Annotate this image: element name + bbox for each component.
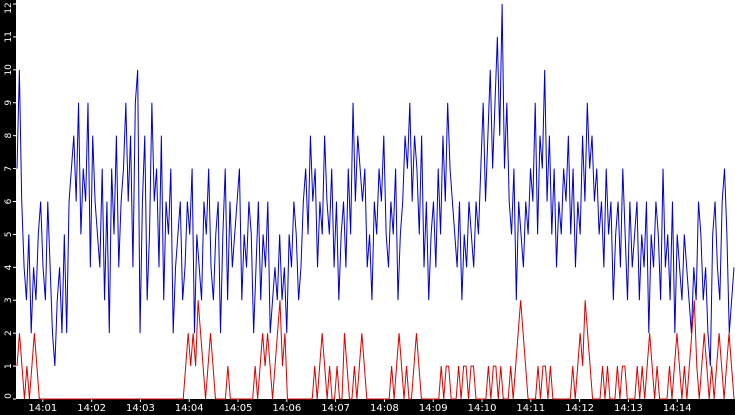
x-tick-label: 14:04 <box>175 403 204 414</box>
x-tick-label: 14:10 <box>468 403 497 414</box>
y-tick-label: 9 <box>4 100 14 106</box>
x-tick-label: 14:01 <box>28 403 57 414</box>
x-tick-label: 14:02 <box>77 403 106 414</box>
series-line-blue <box>16 3 735 367</box>
series-layer <box>16 3 735 400</box>
x-axis-ticks: 14:01 14:02 14:03 14:04 14:05 14:06 14:07 14:08… <box>28 399 692 414</box>
y-tick-label: 10 <box>4 64 14 76</box>
y-tick-label: 6 <box>4 198 14 204</box>
y-tick-label: 7 <box>4 166 14 172</box>
y-tick-label: 0 <box>4 393 14 399</box>
x-tick-label: 14:07 <box>321 403 350 414</box>
y-tick-label: 8 <box>4 133 14 139</box>
y-tick-label: 5 <box>4 232 14 238</box>
x-tick-label: 14:06 <box>272 403 301 414</box>
x-tick-label: 14:08 <box>370 403 399 414</box>
x-tick-label: 14:14 <box>663 403 692 414</box>
y-tick-label: 1 <box>4 363 14 369</box>
x-tick-label: 14:09 <box>419 403 448 414</box>
y-tick-label: 4 <box>4 264 14 270</box>
x-tick-label: 14:12 <box>565 403 594 414</box>
y-axis-band <box>0 0 16 415</box>
x-tick-label: 14:13 <box>614 403 643 414</box>
series-line-red <box>16 300 735 400</box>
y-tick-label: 12 <box>4 2 14 13</box>
y-tick-label: 11 <box>4 31 14 42</box>
x-tick-label: 14:11 <box>516 403 545 414</box>
y-tick-label: 3 <box>4 297 14 303</box>
x-tick-label: 14:05 <box>224 403 253 414</box>
y-tick-label: 2 <box>4 330 14 336</box>
x-tick-label: 14:03 <box>126 403 155 414</box>
x-axis-band <box>0 399 735 415</box>
